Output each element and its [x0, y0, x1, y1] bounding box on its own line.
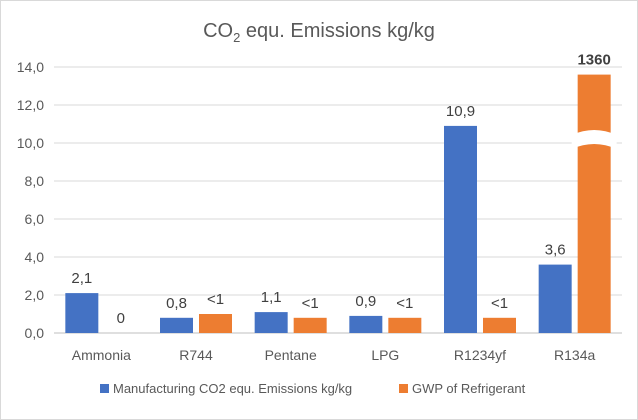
x-tick-label: R744	[179, 347, 213, 363]
bar-lpg-series-2	[388, 317, 422, 333]
y-tick-label: 12,0	[17, 97, 44, 113]
x-tick-label: R134a	[554, 347, 595, 363]
bars	[65, 74, 617, 334]
x-tick-label: Pentane	[265, 347, 317, 363]
y-tick-label: 4,0	[25, 249, 45, 265]
data-labels: 2,1 0 0,8 <1 1,1 <1 0,9 <1 10,9 <1 3,6 1360	[71, 52, 610, 327]
y-tick-label: 10,0	[17, 135, 44, 151]
bar-r134a-series-2	[577, 74, 611, 333]
data-label: 10,9	[446, 103, 475, 120]
x-tick-label: R1234yf	[454, 347, 506, 363]
data-label: <1	[302, 295, 319, 312]
data-label: 0	[117, 310, 125, 327]
y-tick-label: 2,0	[25, 287, 45, 303]
bar-pentane-series-1	[254, 312, 288, 333]
legend-swatch	[399, 384, 408, 393]
bar-lpg-series-1	[349, 315, 383, 333]
y-tick-label: 0,0	[25, 325, 45, 341]
chart-title: CO2 equ. Emissions kg/kg	[203, 20, 435, 45]
data-label: <1	[491, 295, 508, 312]
data-label: <1	[207, 291, 224, 308]
bar-ammonia-series-1	[65, 293, 99, 333]
data-label: <1	[396, 295, 413, 312]
x-tick-label: Ammonia	[72, 347, 131, 363]
data-label: 1,1	[261, 289, 282, 306]
gridlines	[54, 66, 622, 334]
y-tick-label: 6,0	[25, 211, 45, 227]
y-axis: 0,0 2,0 4,0 6,0 8,0 10,0 12,0 14,0	[17, 59, 44, 341]
data-label: 1360	[577, 52, 610, 69]
x-tick-label: LPG	[371, 347, 399, 363]
legend-label: GWP of Refrigerant	[412, 381, 526, 396]
bar-r744-series-2	[199, 314, 232, 333]
legend-swatch	[100, 384, 109, 393]
y-tick-label: 14,0	[17, 59, 44, 75]
bar-r1234yf-series-1	[444, 125, 477, 334]
y-tick-label: 8,0	[25, 173, 45, 189]
legend: Manufacturing CO2 equ. Emissions kg/kg GW…	[100, 381, 526, 396]
bar-r744-series-1	[160, 317, 193, 333]
data-label: 3,6	[545, 242, 566, 259]
x-axis: Ammonia R744 Pentane LPG R1234yf R134a	[72, 347, 596, 363]
data-label: 2,1	[71, 270, 92, 287]
bar-pentane-series-2	[293, 317, 327, 333]
legend-label: Manufacturing CO2 equ. Emissions kg/kg	[113, 381, 352, 396]
data-label: 0,8	[166, 295, 187, 312]
bar-r1234yf-series-2	[483, 317, 516, 333]
data-label: 0,9	[355, 293, 376, 310]
axis-break-mark	[571, 130, 617, 149]
bar-r134a-series-1	[538, 264, 572, 333]
